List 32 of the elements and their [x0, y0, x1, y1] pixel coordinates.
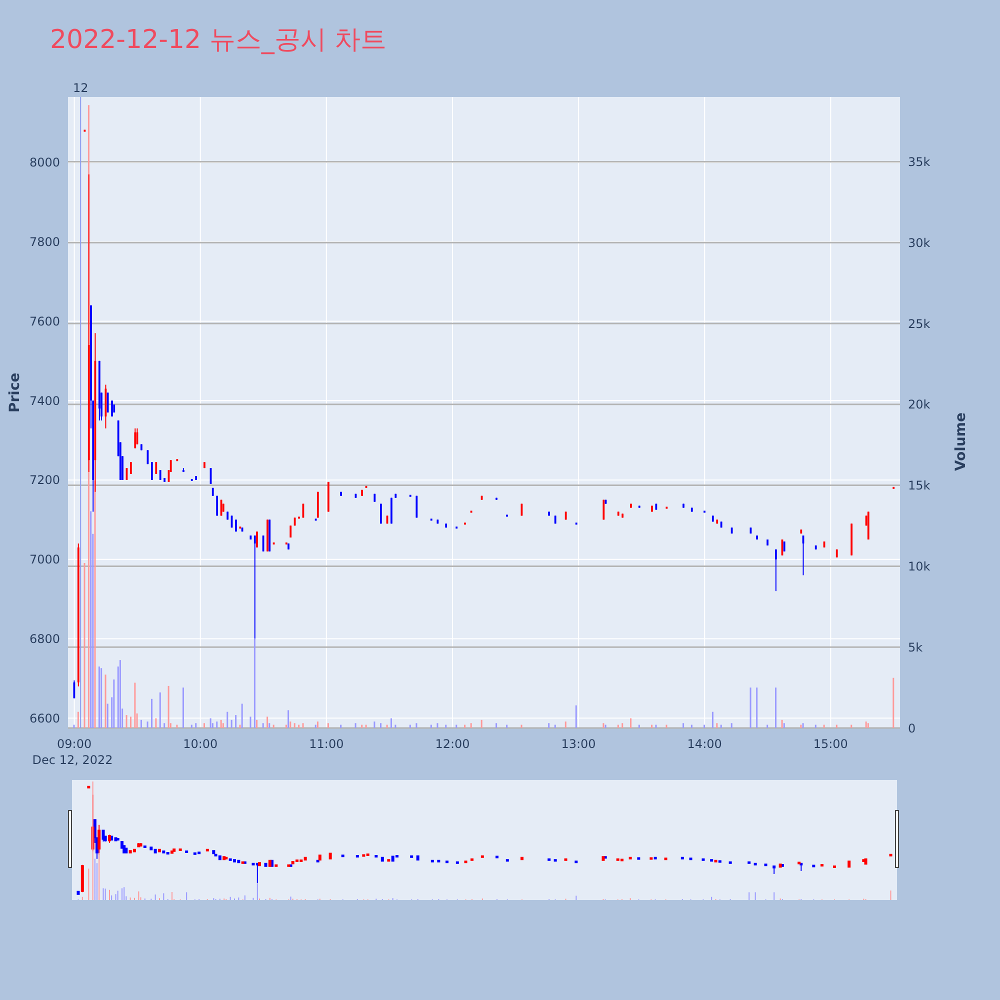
candlestick [159, 470, 162, 480]
x-tick-label: 11:00 [309, 737, 344, 751]
y-tick-label: 7600 [29, 314, 60, 328]
y2-tick-label: 15k [908, 478, 930, 493]
x-tick-label: 10:00 [183, 737, 218, 751]
y2-axis-title: Volume [952, 412, 969, 472]
y2-tick-label: 0 [908, 721, 916, 736]
y-tick-label: 7800 [29, 235, 60, 250]
y2-tick-label: 30k [908, 236, 930, 250]
y-tick-label: 7000 [29, 552, 60, 567]
ref-line-label: 12 [72, 81, 88, 95]
y-tick-label: 8000 [29, 156, 60, 170]
candlestick [106, 392, 109, 413]
y-tick-label: 7400 [29, 394, 60, 408]
x-tick-label: 12:00 [435, 737, 470, 751]
candlestick [774, 548, 777, 592]
y-tick-label: 6800 [29, 632, 60, 646]
x-tick-label: 14:00 [687, 737, 722, 751]
y-axis-title: Price [6, 372, 23, 412]
y2-tick-label: 35k [908, 154, 930, 169]
x-tick-label: 13:00 [561, 737, 596, 751]
y-tick-label: 6600 [29, 711, 60, 726]
candlestick [254, 535, 256, 640]
y2-tick-label: 20k [908, 398, 930, 412]
y2-tick-label: 25k [908, 316, 930, 331]
chart-title: 2022-12-12 뉴스_공시 차트 [50, 24, 387, 57]
candlestick [134, 428, 136, 449]
y2-tick-label: 5k [908, 640, 923, 654]
x-tick-label: 15:00 [813, 737, 848, 751]
x-tick-label: 09:00 Dec 12, 2022 [32, 737, 113, 767]
y-tick-label: 7200 [29, 473, 60, 488]
y2-tick-label: 10k [908, 559, 930, 574]
